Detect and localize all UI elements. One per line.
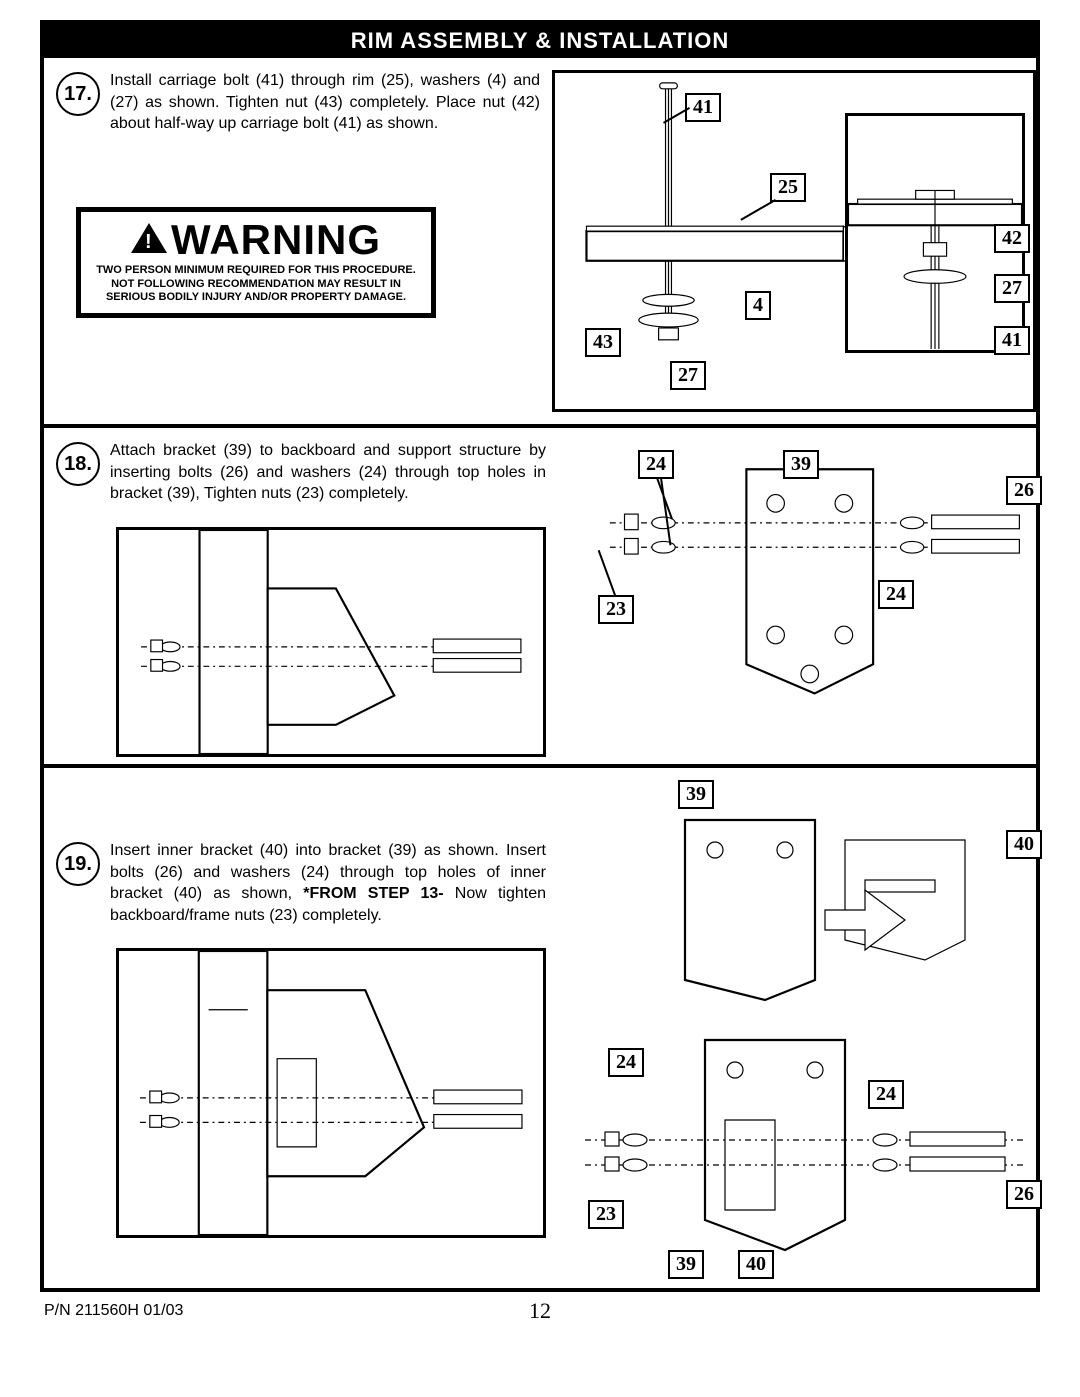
warning-box: WARNING TWO PERSON MINIMUM REQUIRED FOR … <box>76 207 436 318</box>
page: RIM ASSEMBLY & INSTALLATION 17. Install … <box>0 0 1080 1340</box>
callout-39b: 39 <box>678 780 714 809</box>
diagram-19: 39 40 <box>558 780 1042 1276</box>
step18-left: 18. Attach bracket (39) to backboard and… <box>56 440 546 752</box>
mini-19-svg <box>119 951 543 1235</box>
callout-41b: 41 <box>994 326 1030 355</box>
footer: P/N 211560H 01/03 12 . <box>40 1292 1040 1320</box>
step17-text: Install carriage bolt (41) through rim (… <box>110 70 540 135</box>
step19-text: Insert inner bracket (40) into bracket (… <box>110 840 546 926</box>
mini-diagram-19 <box>116 948 546 1238</box>
callout-26: 26 <box>1006 476 1042 505</box>
callout-23: 23 <box>598 595 634 624</box>
callout-24: 24 <box>638 450 674 479</box>
callout-24b: 24 <box>878 580 914 609</box>
section-18: 18. Attach bracket (39) to backboard and… <box>44 428 1036 768</box>
step19-block: 19. Insert inner bracket (40) into brack… <box>56 840 546 926</box>
warning-triangle-icon <box>131 223 167 253</box>
callout-27b: 27 <box>994 274 1030 303</box>
step17-num: 17. <box>56 72 100 116</box>
step19-text-b: *FROM STEP 13- <box>303 885 443 902</box>
section-19: 19. Insert inner bracket (40) into brack… <box>44 768 1036 1288</box>
diagram-18: 24 39 26 24 23 <box>558 440 1042 752</box>
warning-title: WARNING <box>87 216 425 264</box>
step19-left: 19. Insert inner bracket (40) into brack… <box>56 780 546 1276</box>
callout-42: 42 <box>994 224 1030 253</box>
step19-num: 19. <box>56 842 100 886</box>
callout-43: 43 <box>585 328 621 357</box>
title-bar: RIM ASSEMBLY & INSTALLATION <box>44 24 1036 58</box>
callout-24d: 24 <box>868 1080 904 1109</box>
callout-4: 4 <box>745 291 771 320</box>
page-number: 12 <box>529 1298 551 1324</box>
callout-27: 27 <box>670 361 706 390</box>
callout-41: 41 <box>685 93 721 122</box>
callout-25: 25 <box>770 173 806 202</box>
callout-26b: 26 <box>1006 1180 1042 1209</box>
diagram-17: 42 27 41 41 25 4 43 27 <box>552 70 1036 412</box>
diagram-19a-svg <box>558 780 1042 1020</box>
callout-39: 39 <box>783 450 819 479</box>
callout-40: 40 <box>1006 830 1042 859</box>
callout-40b: 40 <box>738 1250 774 1279</box>
warning-title-text: WARNING <box>171 216 381 264</box>
callout-39c: 39 <box>668 1250 704 1279</box>
callout-24c: 24 <box>608 1048 644 1077</box>
warning-body: TWO PERSON MINIMUM REQUIRED FOR THIS PRO… <box>87 264 425 305</box>
part-number: P/N 211560H 01/03 <box>44 1302 183 1320</box>
callout-23b: 23 <box>588 1200 624 1229</box>
mini-diagram-18 <box>116 527 546 757</box>
step18-block: 18. Attach bracket (39) to backboard and… <box>56 440 546 505</box>
step17-block: 17. Install carriage bolt (41) through r… <box>56 70 540 135</box>
outer-frame: RIM ASSEMBLY & INSTALLATION 17. Install … <box>40 20 1040 1292</box>
section-17: 17. Install carriage bolt (41) through r… <box>44 58 1036 428</box>
inset-17: 42 27 41 <box>845 113 1025 353</box>
step18-text: Attach bracket (39) to backboard and sup… <box>110 440 546 505</box>
step17-left: 17. Install carriage bolt (41) through r… <box>56 70 540 412</box>
diagram-17-frame: 42 27 41 41 25 4 43 27 <box>552 70 1036 412</box>
mini-18-svg <box>119 530 543 754</box>
step18-num: 18. <box>56 442 100 486</box>
